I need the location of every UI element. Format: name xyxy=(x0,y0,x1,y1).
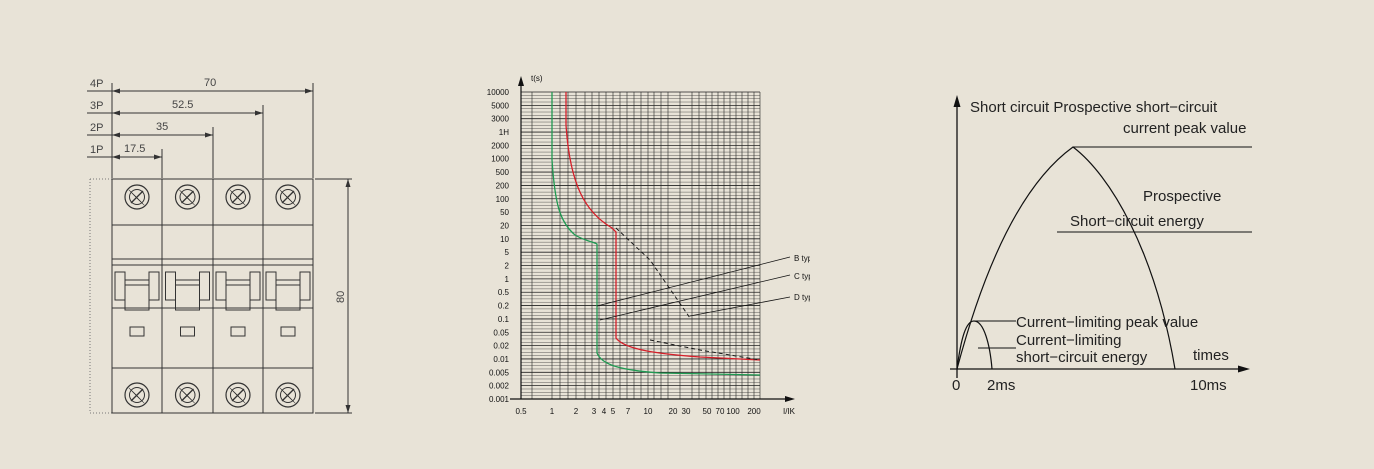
x-label-zero: 0 xyxy=(952,377,960,394)
y-tick-label: 10000 xyxy=(487,88,510,97)
x-tick-label: 100 xyxy=(726,407,740,416)
y-tick-label: 5 xyxy=(505,248,510,257)
d-type-curve-lower xyxy=(649,339,761,361)
y-tick-label: 20 xyxy=(500,221,509,230)
x-tick-label: 1 xyxy=(550,407,555,416)
row-label-2p: 2P xyxy=(90,122,103,134)
row-label-1p: 1P xyxy=(90,144,103,156)
legend-leader-line xyxy=(689,296,791,317)
x-tick-label: 20 xyxy=(669,407,678,416)
short-circuit-energy-diagram: Short circuit Prospective short−circuit … xyxy=(950,95,1252,394)
terminal-screw-icon xyxy=(275,382,301,408)
width-label-52-5: 52.5 xyxy=(172,99,193,111)
y-tick-label: 0.02 xyxy=(493,342,509,351)
x-label-10ms: 10ms xyxy=(1190,377,1227,394)
row-label-3p: 3P xyxy=(90,100,103,112)
x-tick-label: 200 xyxy=(747,407,761,416)
legend-label: D type xyxy=(794,293,810,302)
x-label-2ms: 2ms xyxy=(987,377,1015,394)
breaker-dimension-drawing: 4P 3P 2P 1P 70 52.5 35 17.5 80 xyxy=(87,77,352,414)
x-tick-label: 3 xyxy=(592,407,597,416)
legend-label: B type xyxy=(794,254,810,263)
limiting-curve xyxy=(956,320,993,370)
x-tick-label: 2 xyxy=(574,407,579,416)
width-label-17-5: 17.5 xyxy=(124,143,145,155)
x-tick-label: 7 xyxy=(626,407,631,416)
y-tick-label: 200 xyxy=(496,181,510,190)
y-tick-label: 10 xyxy=(500,235,509,244)
width-label-35: 35 xyxy=(156,121,168,133)
limiting-energy-label-line1: Current−limiting xyxy=(1016,332,1121,349)
y-axis-arrow-icon xyxy=(518,76,524,86)
x-tick-label: 0.5 xyxy=(515,407,527,416)
energy-title-line1: Short circuit Prospective short−circuit xyxy=(970,99,1218,116)
terminal-screw-icon xyxy=(124,184,150,210)
indicator-window xyxy=(180,326,195,337)
b-type-curve xyxy=(551,92,761,376)
y-tick-label: 0.001 xyxy=(489,395,510,404)
y-tick-label: 5000 xyxy=(491,101,509,110)
terminal-screw-icon xyxy=(174,382,201,408)
limiting-peak-label: Current−limiting peak value xyxy=(1016,314,1198,331)
prospective-curve xyxy=(956,146,1176,370)
energy-y-arrow-icon xyxy=(953,95,961,107)
d-type-curve-upper xyxy=(615,227,691,319)
indicator-window xyxy=(230,326,246,337)
toggle-lever xyxy=(114,271,160,311)
times-label: times xyxy=(1193,347,1229,364)
y-tick-label: 0.01 xyxy=(493,355,509,364)
indicator-window xyxy=(129,326,145,337)
indicator-window xyxy=(280,326,296,337)
terminal-screw-icon xyxy=(174,184,201,210)
x-axis-title: I/IK xyxy=(783,407,796,416)
y-tick-label: 100 xyxy=(496,195,510,204)
terminal-screw-icon xyxy=(275,184,301,210)
y-tick-label: 50 xyxy=(500,208,509,217)
x-tick-label: 30 xyxy=(682,407,691,416)
y-tick-label: 0.1 xyxy=(498,315,510,324)
x-tick-label: 5 xyxy=(611,407,616,416)
prospective-label-line2: Short−circuit energy xyxy=(1070,213,1204,230)
height-label-80: 80 xyxy=(335,291,347,303)
terminal-screw-icon xyxy=(124,382,150,408)
tripping-characteristic-chart: t(s) I/IK 10000 5000 3000 1H 2000 1000 500 200 1… xyxy=(487,74,810,416)
row-label-4p: 4P xyxy=(90,78,103,90)
y-tick-label: 0.005 xyxy=(489,368,510,377)
y-tick-label: 2000 xyxy=(491,141,509,150)
y-tick-label: 1000 xyxy=(491,155,509,164)
y-tick-label: 0.002 xyxy=(489,382,510,391)
legend-label: C type xyxy=(794,272,810,281)
width-label-70: 70 xyxy=(204,77,216,89)
y-tick-label: 2 xyxy=(505,262,510,271)
y-tick-label: 0.5 xyxy=(498,288,510,297)
x-tick-label: 70 xyxy=(716,407,725,416)
y-axis-title: t(s) xyxy=(531,74,543,83)
toggle-lever xyxy=(265,271,311,311)
legend-leader-line xyxy=(599,274,791,321)
prospective-label-line1: Prospective xyxy=(1143,188,1221,205)
energy-x-arrow-icon xyxy=(1238,365,1250,373)
energy-title-line2: current peak value xyxy=(1123,120,1246,137)
y-tick-label: 3000 xyxy=(491,115,509,124)
x-tick-label: 50 xyxy=(703,407,712,416)
y-tick-label: 0.2 xyxy=(498,302,510,311)
x-tick-label: 4 xyxy=(602,407,607,416)
legend-leader-line xyxy=(596,256,791,307)
x-axis-arrow-icon xyxy=(785,396,795,402)
y-tick-label: 1 xyxy=(505,275,510,284)
terminal-screw-icon xyxy=(225,382,251,408)
breaker-body xyxy=(111,178,314,414)
c-type-curve xyxy=(565,92,761,361)
y-tick-label: 1H xyxy=(499,128,509,137)
x-tick-label: 10 xyxy=(644,407,653,416)
y-tick-label: 0.05 xyxy=(493,328,509,337)
toggle-lever xyxy=(165,271,210,311)
y-tick-label: 500 xyxy=(496,168,510,177)
toggle-lever xyxy=(215,271,261,311)
terminal-screw-icon xyxy=(225,184,251,210)
limiting-energy-label-line2: short−circuit energy xyxy=(1016,349,1148,366)
